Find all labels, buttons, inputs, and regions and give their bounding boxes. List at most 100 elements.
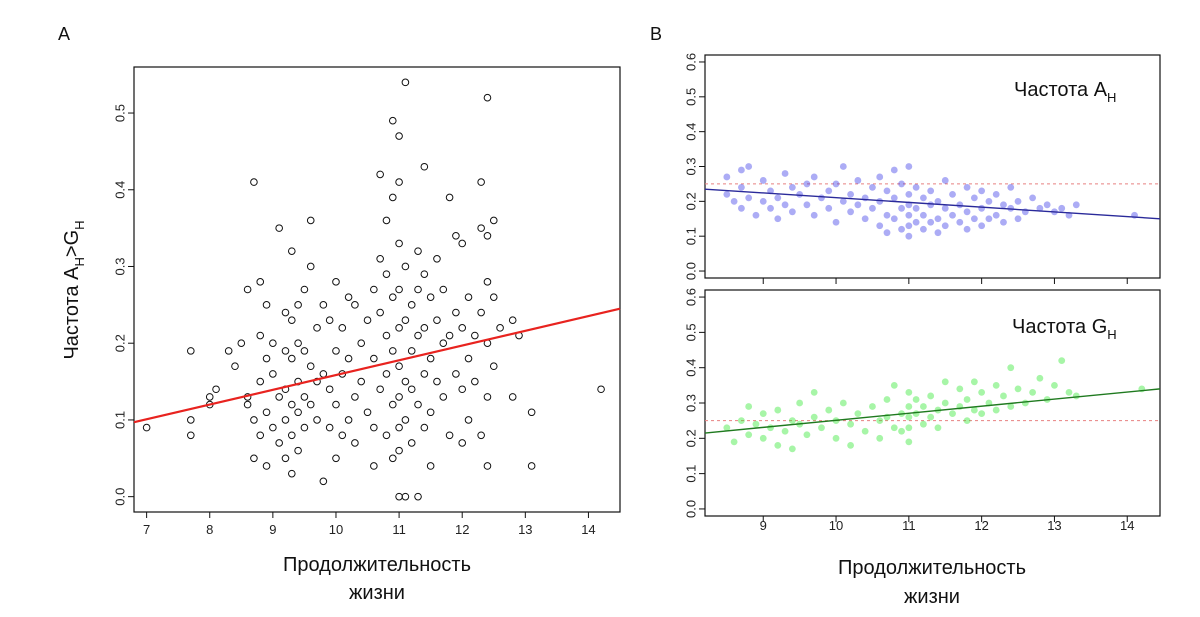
data-point: [767, 204, 774, 212]
data-point: [458, 239, 467, 248]
data-point: [388, 293, 397, 301]
data-point: [796, 190, 804, 198]
data-point: [597, 385, 605, 394]
data-point: [471, 331, 479, 340]
data-point: [854, 177, 862, 184]
data-point: [912, 396, 920, 403]
data-point: [1065, 389, 1073, 396]
data-point: [395, 393, 403, 401]
data-point: [752, 420, 760, 428]
data-point: [920, 420, 927, 428]
data-point: [788, 417, 796, 425]
data-point: [839, 197, 847, 205]
data-point: [452, 370, 460, 378]
data-point: [927, 201, 935, 209]
panel-b-bottom-x-axis: 9 10 11 12 13 14: [760, 516, 1134, 533]
data-point: [376, 255, 384, 263]
data-point: [730, 438, 738, 446]
panel-a-points: [142, 78, 605, 501]
y-tick-label: 0.0: [684, 500, 699, 518]
data-point: [262, 408, 271, 417]
data-point: [344, 354, 353, 363]
panel-a-y-title-sub2: H: [72, 220, 87, 229]
data-point: [142, 423, 151, 432]
data-point: [1000, 392, 1007, 400]
data-point: [1036, 204, 1044, 212]
data-point: [970, 406, 978, 414]
data-point: [832, 434, 840, 442]
data-point: [382, 270, 391, 278]
x-tick-label: 13: [518, 522, 532, 537]
panel-b-bottom-legend-sub: H: [1107, 327, 1116, 342]
y-tick-label: 0.6: [684, 53, 699, 71]
data-point: [1007, 403, 1015, 410]
data-point: [905, 190, 913, 198]
data-point: [262, 301, 271, 309]
data-point: [313, 324, 321, 332]
data-point: [445, 331, 454, 340]
data-point: [774, 215, 782, 223]
data-point: [294, 446, 302, 455]
x-tick-label: 12: [974, 518, 988, 533]
data-point: [313, 416, 321, 424]
data-point: [376, 170, 384, 179]
data-point: [414, 492, 422, 501]
data-point: [452, 308, 460, 317]
data-point: [306, 400, 315, 409]
data-point: [414, 285, 422, 294]
data-point: [723, 190, 731, 198]
data-point: [407, 439, 416, 447]
x-tick-label: 14: [581, 522, 595, 537]
data-point: [458, 385, 467, 394]
data-point: [1029, 389, 1036, 396]
data-point: [382, 370, 391, 378]
data-point: [912, 204, 920, 212]
data-point: [287, 400, 296, 409]
data-point: [883, 229, 891, 237]
panel-b-bottom-points: [723, 357, 1146, 453]
x-tick-label: 12: [455, 522, 469, 537]
data-point: [256, 278, 265, 286]
data-point: [1051, 381, 1058, 389]
data-point: [869, 184, 876, 191]
data-point: [351, 393, 359, 401]
data-point: [905, 232, 913, 240]
data-point: [332, 454, 340, 463]
data-point: [370, 354, 378, 363]
data-point: [508, 393, 517, 401]
data-point: [294, 339, 302, 348]
data-point: [1029, 194, 1036, 202]
data-point: [847, 420, 854, 428]
data-point: [883, 396, 891, 403]
data-point: [363, 408, 372, 417]
data-point: [306, 216, 315, 225]
data-point: [745, 194, 753, 202]
data-point: [774, 441, 782, 449]
data-point: [869, 403, 876, 410]
data-point: [281, 454, 290, 463]
data-point: [275, 224, 283, 232]
data-point: [287, 316, 296, 324]
data-point: [978, 410, 986, 417]
data-point: [847, 190, 854, 198]
data-point: [810, 413, 818, 421]
data-point: [357, 377, 366, 386]
x-tick-label: 9: [269, 522, 276, 537]
data-point: [471, 377, 479, 386]
data-point: [752, 211, 760, 219]
data-point: [978, 187, 986, 195]
data-point: [458, 324, 467, 332]
data-point: [869, 204, 876, 212]
data-point: [395, 178, 403, 186]
data-point: [294, 408, 302, 417]
panel-b-bottom-fit-line: [704, 388, 1161, 434]
x-tick-label: 11: [392, 522, 406, 537]
data-point: [287, 431, 296, 440]
x-tick-label: 13: [1047, 518, 1061, 533]
data-point: [898, 427, 905, 435]
data-point: [224, 347, 233, 355]
panel-b-bottom-y-axis: 0.0 0.1 0.2 0.3 0.4 0.5 0.6: [684, 288, 705, 518]
data-point: [810, 211, 818, 219]
data-point: [426, 408, 435, 417]
panel-b-bottom-legend-main: Частота G: [1012, 316, 1107, 338]
